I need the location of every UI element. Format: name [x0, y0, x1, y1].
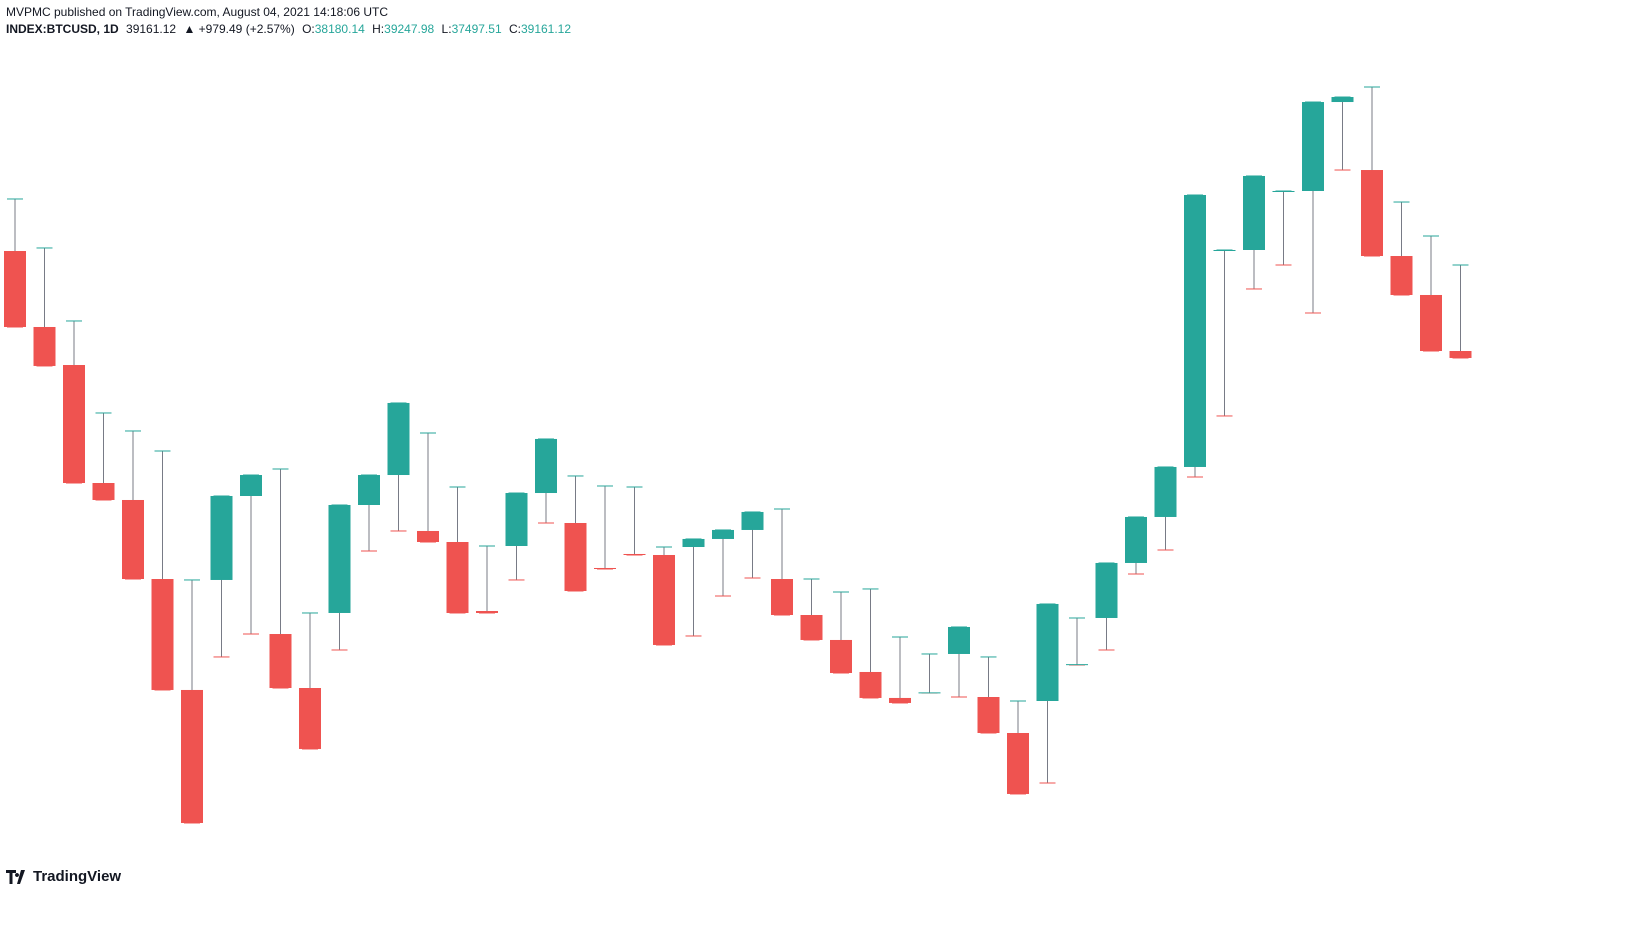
candle-body: [63, 365, 85, 484]
candle-body: [417, 530, 439, 543]
candle-body: [1066, 664, 1088, 666]
candle-body: [328, 504, 351, 613]
candle-body: [771, 579, 793, 616]
candle-body: [1331, 97, 1354, 103]
candle-body: [240, 475, 262, 496]
candle-body: [889, 697, 911, 703]
candle-body: [918, 692, 941, 694]
high: 39247.98: [384, 22, 435, 36]
close-label: C:: [508, 22, 521, 36]
logo-icon: [6, 869, 25, 884]
candle-body: [653, 554, 675, 645]
symbol: INDEX:BTCUSD, 1D: [6, 22, 119, 36]
logo: TradingView: [6, 868, 121, 885]
candle-body: [1390, 256, 1413, 295]
open: 38180.14: [314, 22, 365, 36]
candle-body: [682, 538, 705, 548]
candle-body: [535, 438, 557, 494]
low: 37497.51: [451, 22, 502, 36]
candle-body: [476, 611, 498, 613]
candle-body: [387, 402, 410, 476]
candle-body: [1036, 603, 1059, 701]
candle-body: [358, 475, 380, 505]
change: ▲ +979.49 (+2.57%): [183, 22, 295, 36]
candle-body: [1095, 562, 1118, 618]
candle-body: [712, 529, 734, 539]
candle-body: [1361, 170, 1383, 257]
candle-body: [594, 567, 616, 569]
candle-body: [92, 483, 115, 500]
candle-body: [859, 671, 882, 698]
candle-body: [1302, 102, 1324, 191]
candle-body: [505, 493, 528, 546]
candle-body: [269, 634, 292, 689]
candle-body: [210, 495, 233, 580]
candle-body: [1184, 194, 1206, 467]
candle-body: [1213, 249, 1236, 251]
candle-body: [122, 499, 144, 580]
candle-body: [299, 688, 321, 749]
candle-body: [1154, 466, 1177, 517]
candle-body: [564, 522, 587, 591]
close: 39161.12: [520, 22, 572, 36]
candle-body: [800, 615, 823, 640]
candle-body: [1007, 732, 1029, 794]
candle-body: [151, 579, 174, 690]
candle-body: [1272, 190, 1295, 192]
candle-body: [623, 553, 646, 555]
candle-body: [948, 626, 970, 654]
candle-body: [1125, 516, 1147, 563]
candle-body: [741, 511, 764, 530]
candle-body: [1420, 294, 1442, 352]
candle-body: [1449, 351, 1472, 358]
publisher: MVPMC published on TradingView.com, Augu…: [6, 5, 389, 19]
last: 39161.12: [126, 22, 177, 36]
candle-body: [33, 326, 56, 366]
candle-body: [446, 542, 469, 613]
candle-body: [977, 697, 1000, 733]
open-label: O:: [302, 22, 315, 36]
candle-body: [181, 689, 203, 823]
symbol-bar: INDEX:BTCUSD, 1D 39161.12 ▲ +979.49 (+2.…: [6, 22, 575, 36]
low-label: L:: [441, 22, 452, 36]
candle-body: [830, 639, 852, 673]
candle-body: [1243, 175, 1265, 250]
logo-text: TradingView: [33, 868, 122, 885]
candle-body: [4, 251, 26, 327]
high-label: H:: [372, 22, 385, 36]
